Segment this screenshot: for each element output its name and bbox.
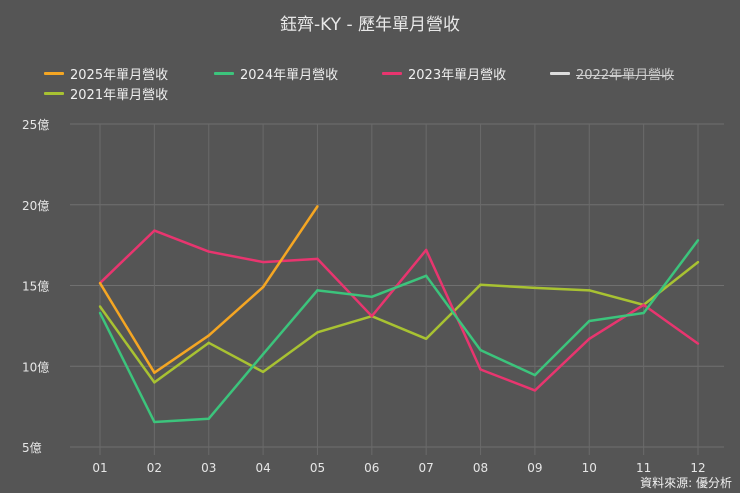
x-tick-label: 05: [310, 461, 325, 475]
data-point-2023: [207, 250, 210, 253]
data-point-2023: [261, 260, 265, 264]
legend-swatch: [44, 92, 64, 95]
data-point-2023: [424, 248, 428, 252]
y-tick-label: 20億: [22, 199, 49, 213]
data-point-2024: [153, 420, 156, 424]
x-tick-label: 12: [690, 461, 705, 475]
x-tick-label: 03: [201, 461, 216, 475]
data-point-2024: [479, 348, 482, 352]
x-tick-label: 10: [582, 461, 597, 475]
legend-label: 2025年單月營收: [70, 68, 169, 83]
x-tick-label: 06: [364, 461, 379, 475]
series-line-2023: [99, 229, 699, 392]
data-point-2021: [153, 381, 156, 384]
data-point-2021: [424, 337, 428, 340]
legend-swatch: [382, 72, 402, 75]
legend-label: 2021年單月營收: [70, 88, 169, 103]
y-tick-label: 5億: [22, 441, 42, 455]
legend-swatch: [44, 72, 64, 75]
data-point-2024: [588, 319, 591, 323]
data-point-2021: [533, 286, 537, 290]
y-tick-label: 25億: [22, 118, 49, 132]
legend-label: 2024年單月營收: [240, 68, 339, 83]
data-point-2024: [642, 311, 645, 315]
data-point-2021: [588, 289, 591, 292]
chart-title: 鈺齊-KY - 歷年單月營收: [279, 15, 460, 35]
data-point-2023: [316, 257, 319, 261]
data-point-2025: [207, 334, 210, 337]
data-point-2024: [207, 417, 210, 420]
legend-item-2021[interactable]: 2021年單月營收: [44, 84, 168, 103]
data-point-2024: [533, 373, 537, 377]
data-point-2024: [424, 274, 428, 278]
x-tick-label: 02: [147, 461, 162, 475]
data-point-2025: [98, 281, 102, 285]
data-point-2023: [533, 389, 537, 392]
data-point-2024: [696, 239, 700, 242]
series-line-2021: [98, 261, 699, 384]
data-point-2021: [696, 260, 700, 264]
x-tick-label: 04: [255, 461, 270, 475]
source-note: 資料來源: 優分析: [640, 476, 732, 490]
x-tick-label: 01: [92, 461, 107, 475]
data-point-2021: [261, 370, 265, 374]
data-point-2023: [696, 342, 700, 345]
legend-label: 2022年單月營收: [576, 68, 675, 83]
data-point-2023: [642, 303, 645, 307]
data-point-2021: [207, 341, 210, 345]
data-point-2025: [153, 371, 156, 374]
data-point-2021: [316, 331, 319, 334]
data-point-2021: [479, 283, 482, 286]
data-point-2025: [316, 205, 319, 208]
legend-item-2023[interactable]: 2023年單月營收: [382, 64, 506, 83]
x-tick-label: 09: [527, 461, 542, 475]
data-point-2023: [588, 337, 591, 340]
data-point-2021: [98, 305, 102, 308]
x-tick-label: 11: [636, 461, 651, 475]
data-point-2024: [316, 289, 319, 292]
data-point-2023: [479, 368, 482, 371]
x-tick-label: 07: [419, 461, 434, 475]
legend-swatch: [550, 72, 570, 75]
data-point-2024: [261, 352, 265, 356]
legend-swatch: [214, 72, 234, 75]
legend-item-2022[interactable]: 2022年單月營收: [550, 64, 674, 83]
data-point-2023: [370, 314, 374, 318]
y-tick-label: 10億: [22, 360, 49, 374]
y-tick-label: 15億: [22, 280, 49, 294]
x-tick-label: 08: [473, 461, 488, 475]
series-line-2024: [98, 239, 700, 424]
data-point-2025: [261, 285, 265, 289]
data-point-2023: [153, 229, 156, 232]
data-point-2024: [98, 311, 102, 315]
data-point-2024: [370, 295, 374, 299]
legend-item-2025[interactable]: 2025年單月營收: [44, 64, 168, 83]
legend-label: 2023年單月營收: [408, 68, 507, 83]
legend-item-2024[interactable]: 2024年單月營收: [214, 64, 338, 83]
